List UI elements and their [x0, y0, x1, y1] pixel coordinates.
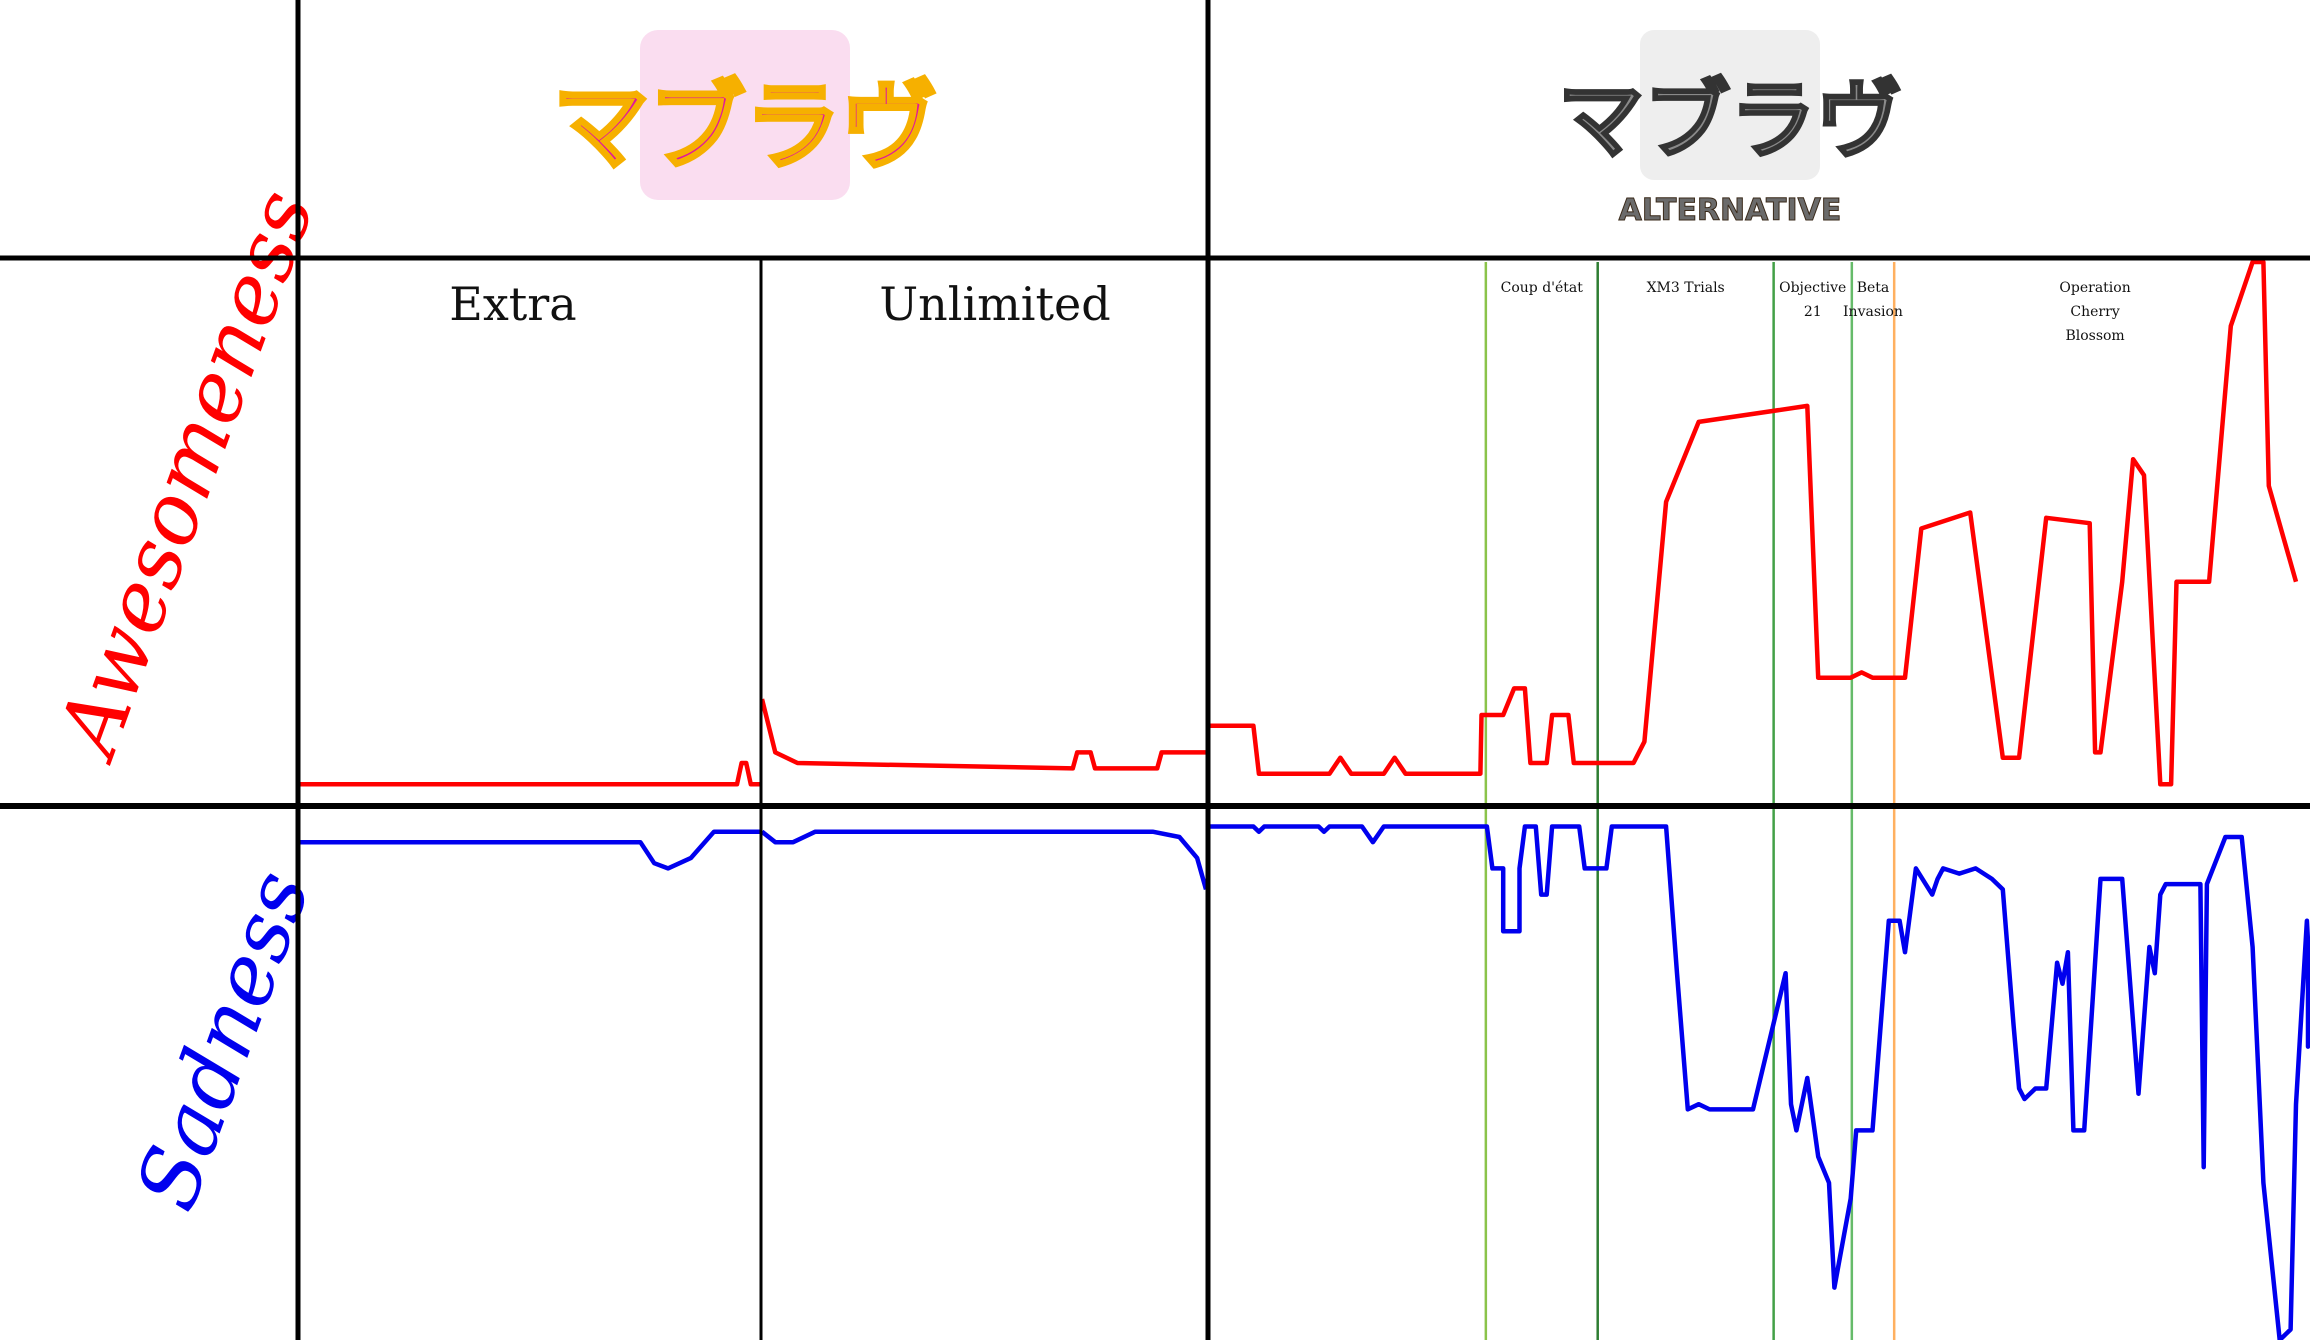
left-logo-text: マブラヴ	[553, 71, 937, 183]
awesomeness-row-label: Awesomeness	[36, 177, 333, 773]
arc-label-2-line-0: Objective	[1779, 280, 1846, 296]
sadness-line-extra	[300, 829, 760, 871]
arc-label-1-line-0: XM3 Trials	[1647, 280, 1725, 296]
right-logo-text: マブラヴ	[1558, 71, 1902, 171]
awesomeness-line-alternative	[1210, 259, 2299, 787]
arc-label-0-line-0: Coup d'état	[1501, 280, 1584, 296]
arc-label-4-line-0: Operation	[2059, 280, 2130, 296]
arc-label-2-line-1: 21	[1804, 304, 1822, 320]
awesomeness-line-extra	[300, 760, 760, 787]
arc-label-3-line-1: Invasion	[1843, 304, 1903, 320]
extra-column-label: Extra	[449, 277, 576, 331]
arc-label-4-line-2: Blossom	[2065, 328, 2124, 344]
arc-divider-lines	[1484, 262, 1896, 1340]
right-logo-subtitle: ALTERNATIVE	[1619, 193, 1842, 228]
awesomeness-line-unlimited	[759, 698, 1206, 771]
muv-luv-logo: マブラヴ	[551, 30, 939, 200]
arc-label-4-line-1: Cherry	[2070, 304, 2119, 320]
sadness-line-alternative	[1210, 824, 2310, 1340]
arc-label-3-line-0: Beta	[1857, 280, 1890, 296]
muv-luv-alternative-logo: マブラヴ ALTERNATIVE	[1557, 30, 1904, 229]
unlimited-column-label: Unlimited	[879, 277, 1110, 331]
arc-labels: Coup d'état XM3 Trials Objective 21 Beta Inva…	[1501, 280, 2131, 344]
sadness-line-unlimited	[760, 829, 1209, 891]
series-layer	[300, 259, 2310, 1340]
